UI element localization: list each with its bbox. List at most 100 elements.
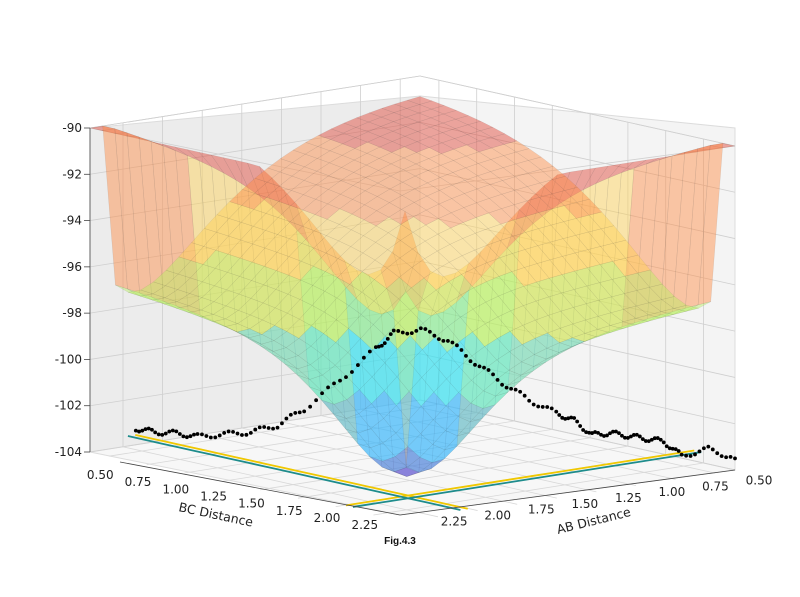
surface-facet [467, 120, 494, 132]
surface-facet [264, 234, 291, 253]
surface-facet [339, 185, 366, 200]
surface-facet [378, 152, 405, 165]
surface-facet [387, 240, 413, 259]
surface-facet [343, 259, 370, 311]
surface-facet [360, 300, 387, 325]
surface-facet [227, 239, 254, 259]
surface-facet [340, 159, 367, 173]
trajectory-point [376, 344, 381, 349]
surface-facet [199, 314, 227, 322]
surface-facet [474, 244, 501, 263]
surface-facet [292, 142, 319, 155]
surface-facet [501, 189, 528, 205]
surface-facet [538, 208, 565, 226]
surface-facet [410, 277, 437, 300]
surface-facet [338, 229, 364, 247]
surface-facet [340, 172, 367, 186]
trajectory-point [617, 431, 621, 436]
surface-facet [420, 419, 446, 445]
surface-facet [483, 359, 510, 381]
trajectory-point [441, 338, 446, 343]
surface-facet [271, 177, 297, 230]
surface-facet [313, 218, 340, 236]
surface-facet [673, 305, 699, 312]
trajectory-point [581, 428, 586, 432]
trajectory-point [676, 449, 681, 453]
surface-facet [508, 361, 535, 376]
surface-facet [394, 446, 421, 468]
surface-facet [538, 193, 565, 210]
surface-facet [274, 293, 301, 314]
surface-facet [277, 221, 303, 240]
trajectory-point [235, 431, 240, 436]
surface-facet [374, 249, 401, 269]
surface-facet [392, 126, 419, 137]
surface-facet [399, 231, 426, 250]
surface-facet [549, 238, 576, 257]
surface-facet [562, 252, 588, 272]
surface-facet [165, 256, 192, 275]
surface-facet [236, 328, 263, 339]
trajectory-point [188, 434, 193, 439]
surface-facet [447, 316, 473, 342]
surface-facet [326, 208, 353, 225]
ab-axis-ticks: 2.25 2.00 1.75 1.50 1.25 1.00 0.75 0.50 [399, 469, 772, 528]
surface-facet [289, 209, 316, 227]
trajectory-points [133, 326, 737, 461]
surface-facet [351, 204, 378, 221]
trajectory-point [569, 415, 574, 420]
surface-facet [260, 345, 286, 360]
trajectory-point [473, 362, 477, 367]
z-grid-line [89, 168, 736, 239]
surface-facet [503, 140, 530, 153]
trajectory-point [133, 428, 138, 433]
trajectory-point [418, 326, 423, 331]
surface-facet [417, 117, 444, 128]
surface-facet [300, 247, 327, 267]
surface-facet [327, 193, 353, 210]
trajectory-point [140, 428, 145, 433]
surface-facet [297, 364, 323, 380]
surface-facet [469, 261, 495, 434]
surface-facet [262, 288, 289, 309]
surface-facet [152, 270, 179, 286]
surface-facet [375, 216, 402, 234]
trajectory-point [150, 427, 154, 432]
surface-facet [309, 354, 336, 376]
surface-facet [459, 331, 485, 357]
contour-line [352, 451, 702, 508]
surface-facet [247, 187, 274, 356]
surface-facet [126, 135, 152, 142]
trajectory-point [626, 436, 630, 440]
surface-facet [585, 299, 612, 317]
surface-facet [189, 264, 216, 283]
surface-facet [353, 164, 380, 178]
surface-facet [621, 163, 648, 328]
surface-facet [536, 259, 563, 279]
trajectory-point [670, 446, 675, 451]
surface-facet [363, 210, 390, 227]
surface-facet [264, 217, 291, 235]
surface-facet [278, 190, 304, 206]
surface-facet [477, 171, 504, 185]
surface-facet [478, 147, 505, 160]
surface-facet [310, 333, 337, 356]
surface-facet [329, 143, 356, 156]
trajectory-point [545, 405, 550, 409]
surface-facet [423, 289, 449, 313]
surface-facet [636, 286, 663, 304]
figure-caption: Fig.4.3 [384, 536, 416, 547]
surface-facet [479, 126, 506, 138]
surface-facet [612, 239, 639, 259]
surface-facet [488, 193, 515, 209]
trajectory-point [385, 336, 390, 341]
surface-facet [253, 181, 280, 198]
surface-facet [559, 323, 586, 339]
surface-facet [390, 157, 417, 170]
surface-facet [597, 312, 624, 326]
surface-facet [358, 403, 385, 429]
trajectory-point [584, 430, 589, 435]
surface-facet [451, 193, 478, 208]
surface-facet [420, 391, 447, 421]
surface-facet [226, 276, 252, 295]
